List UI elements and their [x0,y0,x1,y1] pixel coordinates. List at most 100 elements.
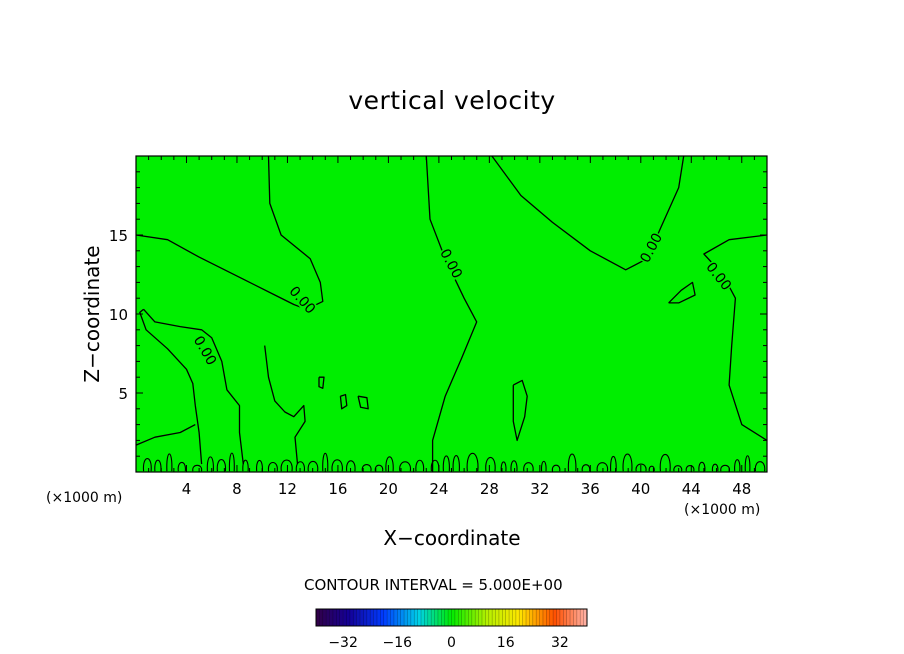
colorbar-segment [539,609,544,626]
colorbar-segment [336,609,341,626]
colorbar-segment [431,609,435,626]
x-axis-label: X−coordinate [383,526,521,550]
x-tick-label: 40 [631,480,650,498]
colorbar-segment [522,609,527,626]
surface-perturbation-contour [635,463,647,472]
contour-label-background [191,332,220,368]
contour-label-background [637,230,665,266]
surface-perturbation-contour [346,460,356,472]
colorbar-segment [349,609,354,626]
colorbar-segment [512,609,517,626]
surface-perturbation-contour [361,463,372,472]
colorbar-segment [421,609,425,626]
colorbar-segment [393,609,398,626]
y-tick-label: 15 [109,227,128,245]
x-unit-label-left: (×1000 m) [46,490,123,506]
colorbar-segment [407,609,412,626]
surface-perturbation-contour [659,453,671,472]
surface-perturbation-contour [754,461,766,472]
contour-line-9 [512,379,528,442]
y-axis-label: Z−coordinate [80,245,104,383]
colorbar-tick-label: 16 [497,635,515,651]
colorbar-segment [546,609,551,626]
contour-interval-label: CONTOUR INTERVAL = 5.000E+00 [304,576,563,594]
colorbar-segment [346,609,351,626]
colorbar-tick-label: −32 [328,635,358,651]
surface-perturbation-contour [622,453,633,472]
surface-perturbation-contour [744,455,751,472]
colorbar-segment [424,609,429,626]
colorbar-segment [343,609,347,626]
surface-perturbation-contour [500,461,507,472]
colorbar-segment [529,609,534,626]
surface-perturbation-contour [166,453,173,472]
surface-perturbation-contour [466,452,479,472]
surface-perturbation-contour [267,461,278,472]
surface-perturbation-contour [648,465,655,472]
colorbar-segment [519,609,523,626]
colorbar-segment [319,609,324,626]
colorbar-segment [468,609,473,626]
colorbar-segment [471,609,476,626]
colorbar-tick-label: −16 [383,635,413,651]
colorbar-segment [363,609,368,626]
surface-perturbation-contour [385,456,394,472]
colorbar-segment [498,609,503,626]
surface-perturbation-contour [307,460,319,472]
x-tick-label: 20 [379,480,398,498]
surface-perturbation-contour [698,461,706,472]
contour-line-10 [318,376,325,389]
x-tick-label: 28 [480,480,499,498]
colorbar-segment [404,609,408,626]
colorbar-segment [559,609,564,626]
colorbar-segment [427,609,432,626]
contour-line-5 [139,308,203,465]
colorbar-segment [563,609,567,626]
colorbar-segment [366,609,371,626]
colorbar-segment [397,609,401,626]
colorbar-segment [481,609,486,626]
colorbar-segment [458,609,462,626]
colorbar-segment [417,609,422,626]
surface-perturbation-contour [399,461,411,472]
contour-line-7 [135,424,196,446]
contour-line-1 [425,155,478,472]
colorbar-segment [502,609,506,626]
colorbar-segment [451,609,456,626]
colorbar-segment [580,609,584,626]
colorbar-segment [383,609,388,626]
x-tick-label: 44 [682,480,701,498]
colorbar-segment [353,609,357,626]
x-tick-label: 8 [232,480,242,498]
y-tick-label: 10 [109,306,128,324]
contour-line-6 [264,345,306,465]
surface-perturbation-contour [581,464,591,472]
colorbar-segment [461,609,466,626]
colorbar-segment [329,609,334,626]
surface-perturbation-contour [322,452,329,472]
colorbar-segment [444,609,449,626]
colorbar-segment [434,609,439,626]
contour-line-8 [668,281,696,304]
surface-perturbation-contour [510,460,518,472]
chart-title: vertical velocity [348,86,556,115]
colorbar-segment [360,609,364,626]
x-tick-label: 4 [182,480,192,498]
colorbar-segment [526,609,530,626]
colorbar-tick-label: 32 [551,635,569,651]
colorbar-segment [492,609,496,626]
colorbar-segment [441,609,446,626]
surface-perturbation-contour [541,460,547,472]
colorbar-segment [410,609,415,626]
surface-perturbation-contour [610,455,617,472]
colorbar-segment [414,609,418,626]
contour-line-4 [143,308,244,465]
colorbar-segment [448,609,452,626]
colorbar-segment [475,609,479,626]
contour-label-background [286,283,319,317]
colorbar-segment [454,609,459,626]
surface-perturbation-contour [711,463,719,472]
surface-perturbation-contour [442,455,450,472]
colorbar-segment [478,609,483,626]
